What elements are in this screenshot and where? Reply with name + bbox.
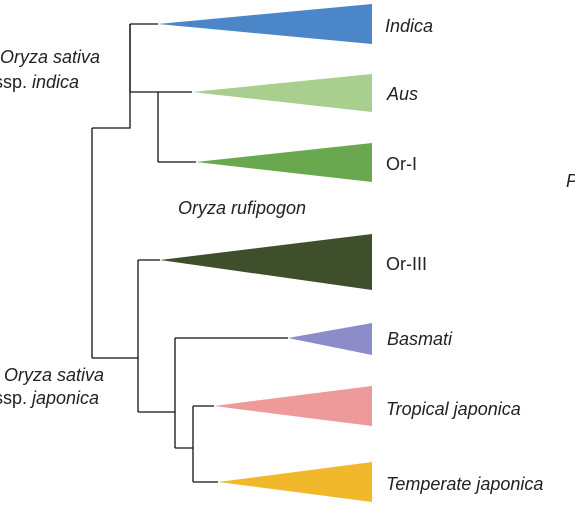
branch-trop-temp bbox=[175, 405, 218, 483]
clade-label-aus: Aus bbox=[386, 84, 418, 104]
clade-triangle-basmati bbox=[288, 323, 372, 355]
edge-text-fragment: P bbox=[566, 171, 575, 191]
clade-triangle-or1 bbox=[196, 143, 372, 182]
clade-label-temperate-japonica: Temperate japonica bbox=[386, 474, 543, 494]
clade-triangle-tropical-japonica bbox=[214, 386, 372, 426]
clade-label-basmati: Basmati bbox=[387, 329, 453, 349]
annotation-indica-subspecies: ssp. indica bbox=[0, 72, 79, 92]
annotation-japonica-subspecies: ssp. japonica bbox=[0, 388, 99, 408]
clade-label-or1: Or-I bbox=[386, 154, 417, 174]
annotation-japonica-species: Oryza sativa bbox=[4, 365, 104, 385]
clade-labels: Indica Aus Or-I Or-III Basmati Tropical … bbox=[385, 16, 543, 494]
clade-triangle-aus bbox=[192, 74, 372, 112]
annotation-japonica-name: japonica bbox=[29, 388, 99, 408]
clade-label-or3: Or-III bbox=[386, 254, 427, 274]
clade-triangle-or3 bbox=[160, 234, 372, 290]
annotation-indica-name: indica bbox=[32, 72, 79, 92]
clade-triangle-indica bbox=[158, 4, 372, 44]
annotation-indica-species: Oryza sativa bbox=[0, 47, 100, 67]
group-annotations: Oryza sativa ssp. indica Oryza rufipogon… bbox=[0, 47, 575, 408]
annotation-japonica-ssp: ssp. bbox=[0, 388, 32, 408]
clade-label-indica: Indica bbox=[385, 16, 433, 36]
branch-indica-group bbox=[92, 23, 158, 129]
branch-aus-or1 bbox=[130, 91, 196, 163]
annotation-indica-ssp: ssp. bbox=[0, 72, 32, 92]
annotation-rufipogon: Oryza rufipogon bbox=[178, 198, 306, 218]
clade-triangles bbox=[158, 4, 372, 502]
clade-triangle-temperate-japonica bbox=[218, 462, 372, 502]
branch-japonica-sub bbox=[138, 337, 288, 448]
tree-branches bbox=[91, 23, 288, 483]
clade-label-tropical-japonica: Tropical japonica bbox=[386, 399, 521, 419]
branch-japonica-group bbox=[92, 260, 139, 412]
